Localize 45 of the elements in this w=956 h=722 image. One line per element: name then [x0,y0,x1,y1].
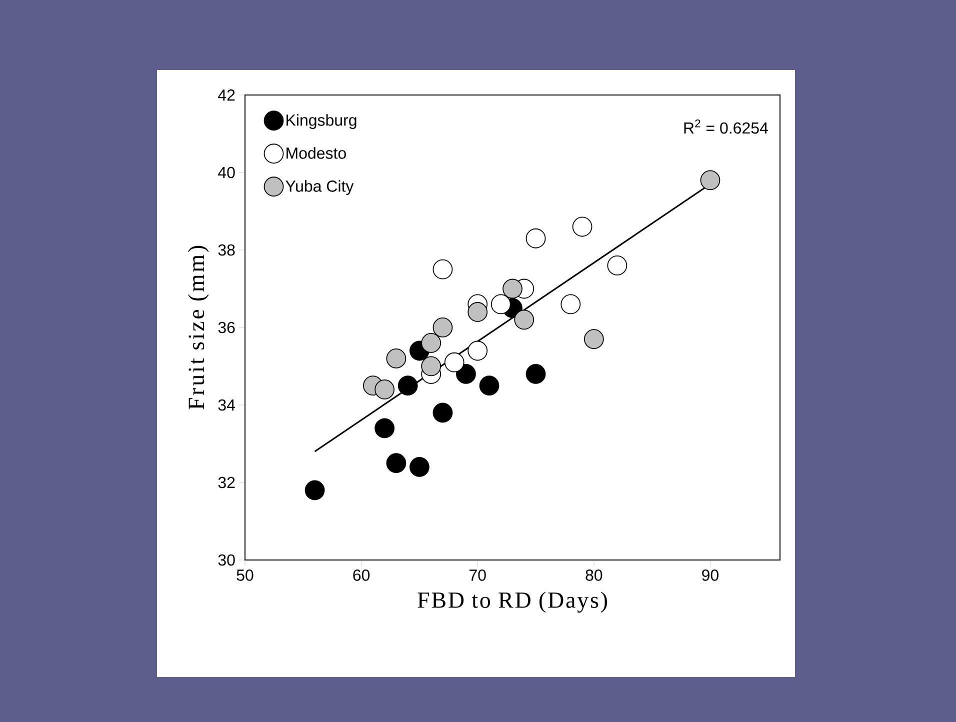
y-tick-label: 40 [218,166,235,178]
y-axis-title: Fruit size (mm) [188,246,209,410]
point [304,480,325,500]
point [421,356,442,376]
legend-label: Yuba City [286,180,354,196]
point [421,333,442,353]
point [700,170,720,190]
y-tick-label: 30 [218,554,235,566]
point [514,310,534,330]
x-axis-title: FBD to RD (Days) [418,592,607,613]
point [502,278,522,299]
legend-label: Kingsburg [286,114,356,130]
y-tick-label: 34 [218,399,235,411]
point [560,294,581,314]
x-tick-label: 70 [470,570,486,581]
point [468,302,488,322]
annotation: R$^{2}$ = 0.6254 [684,119,768,134]
point [526,228,546,248]
point [479,376,500,396]
point [386,348,406,368]
point [572,216,592,237]
point [444,352,464,372]
point [584,329,604,350]
legend-label: Modesto [286,147,346,159]
y-tick-label: 42 [218,89,235,101]
x-tick-label: 90 [702,570,718,581]
point [456,364,476,384]
point [432,259,453,280]
x-tick-label: 50 [236,570,254,581]
point [468,340,488,361]
x-tick-label: 80 [586,570,602,581]
point [374,418,395,438]
point [432,402,453,423]
y-tick-label: 32 [218,476,235,488]
point [374,380,395,400]
point [490,294,511,314]
point [526,364,546,384]
point [607,256,628,276]
x-tick-label: 60 [353,570,370,581]
point [432,318,453,338]
y-tick-label: 36 [218,322,235,334]
point [398,376,418,396]
point [386,453,406,474]
point [410,457,430,477]
y-tick-label: 38 [218,244,235,256]
